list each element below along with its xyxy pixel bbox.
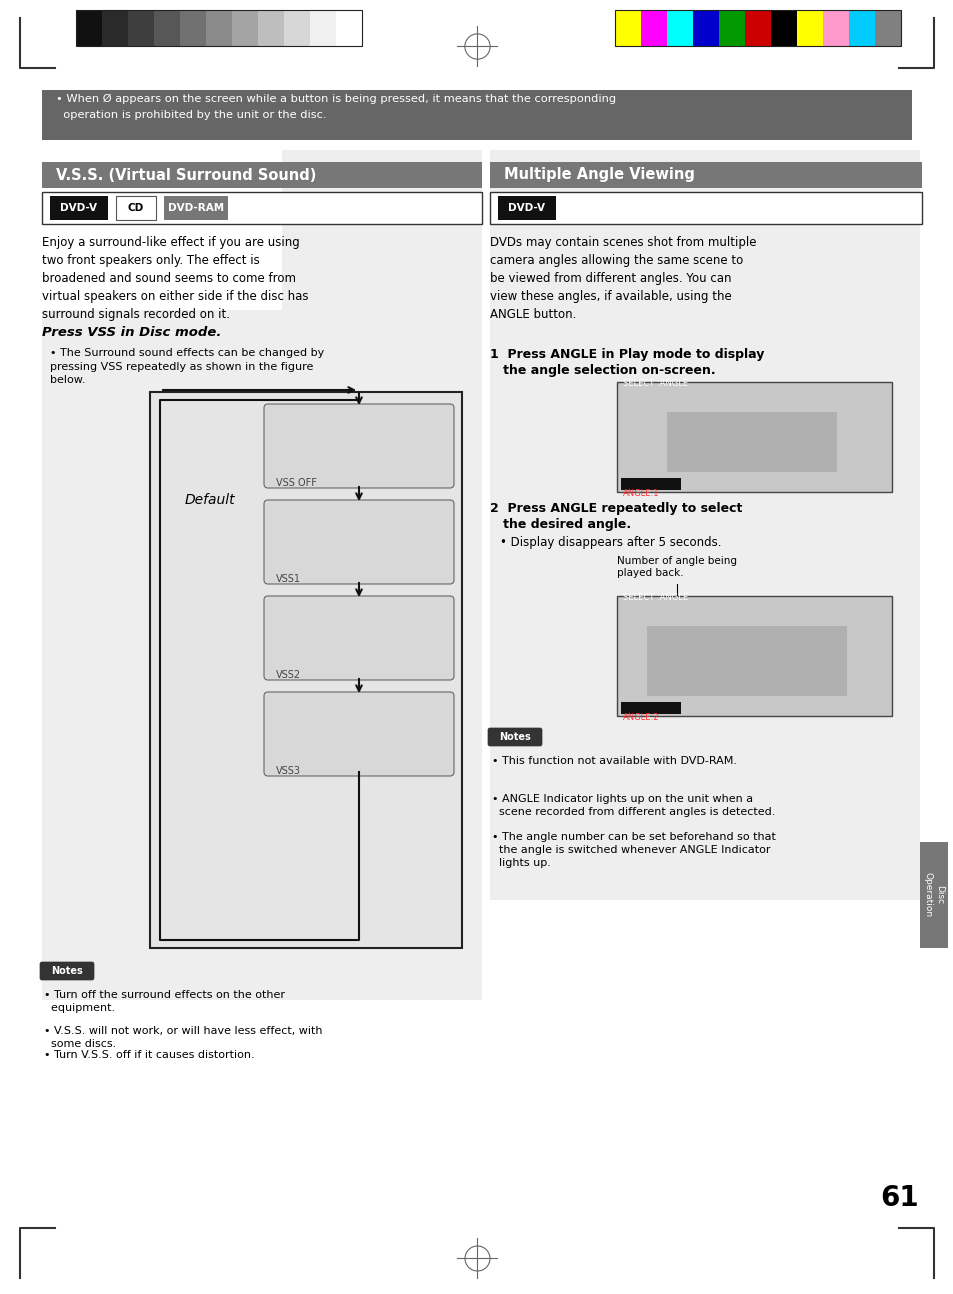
Bar: [744, 10, 770, 47]
Bar: [335, 10, 361, 47]
Bar: [232, 10, 257, 47]
Bar: [102, 10, 128, 47]
Text: Notes: Notes: [498, 732, 530, 741]
Text: • This function not available with DVD-RAM.: • This function not available with DVD-R…: [492, 756, 737, 766]
Bar: [770, 10, 796, 47]
Bar: [666, 10, 692, 47]
Bar: [490, 162, 921, 188]
Bar: [257, 10, 284, 47]
Bar: [620, 477, 680, 490]
Text: • The Surround sound effects can be changed by
pressing VSS repeatedly as shown : • The Surround sound effects can be chan…: [50, 348, 324, 386]
Text: SELECT :ANGLE: SELECT :ANGLE: [622, 593, 687, 602]
Bar: [284, 10, 310, 47]
Text: operation is prohibited by the unit or the disc.: operation is prohibited by the unit or t…: [56, 110, 326, 120]
Bar: [42, 150, 282, 311]
Bar: [76, 10, 102, 47]
Bar: [42, 150, 481, 1000]
Bar: [310, 10, 335, 47]
Text: DVDs may contain scenes shot from multiple
camera angles allowing the same scene: DVDs may contain scenes shot from multip…: [490, 236, 756, 321]
Text: VSS OFF: VSS OFF: [275, 477, 316, 488]
Bar: [666, 411, 836, 472]
Bar: [42, 162, 481, 188]
Bar: [919, 842, 947, 949]
Bar: [848, 10, 874, 47]
FancyBboxPatch shape: [264, 499, 454, 584]
Bar: [42, 192, 481, 224]
Text: 61: 61: [880, 1184, 919, 1212]
Text: VSS2: VSS2: [275, 670, 301, 681]
Bar: [640, 10, 666, 47]
Text: • ANGLE Indicator lights up on the unit when a
  scene recorded from different a: • ANGLE Indicator lights up on the unit …: [492, 795, 775, 818]
Bar: [490, 192, 921, 224]
Bar: [615, 10, 900, 47]
Text: • When Ø appears on the screen while a button is being pressed, it means that th: • When Ø appears on the screen while a b…: [56, 94, 616, 105]
Bar: [153, 10, 180, 47]
Bar: [617, 382, 891, 492]
Text: DVD-V: DVD-V: [508, 203, 545, 214]
Text: 1  Press ANGLE in Play mode to display: 1 Press ANGLE in Play mode to display: [490, 348, 763, 361]
Bar: [692, 10, 719, 47]
Bar: [206, 10, 232, 47]
Text: DVD-V: DVD-V: [60, 203, 97, 214]
Bar: [497, 195, 556, 220]
FancyBboxPatch shape: [264, 597, 454, 681]
Bar: [42, 91, 911, 140]
Bar: [128, 10, 153, 47]
FancyBboxPatch shape: [40, 961, 94, 980]
Text: Number of angle being
played back.: Number of angle being played back.: [617, 556, 737, 578]
Bar: [617, 597, 891, 716]
Text: Default: Default: [185, 493, 235, 507]
Bar: [116, 195, 156, 220]
Text: • V.S.S. will not work, or will have less effect, with
  some discs.: • V.S.S. will not work, or will have les…: [44, 1026, 322, 1049]
Bar: [180, 10, 206, 47]
FancyBboxPatch shape: [488, 729, 541, 747]
Text: Enjoy a surround-like effect if you are using
two front speakers only. The effec: Enjoy a surround-like effect if you are …: [42, 236, 308, 321]
FancyBboxPatch shape: [264, 692, 454, 776]
Bar: [646, 626, 846, 696]
Text: ANGLE:2: ANGLE:2: [622, 713, 659, 722]
Bar: [874, 10, 900, 47]
Text: SELECT :ANGLE: SELECT :ANGLE: [622, 379, 687, 388]
Text: • Turn V.S.S. off if it causes distortion.: • Turn V.S.S. off if it causes distortio…: [44, 1049, 254, 1060]
Text: • Display disappears after 5 seconds.: • Display disappears after 5 seconds.: [499, 536, 720, 549]
Bar: [76, 10, 361, 47]
Text: VSS1: VSS1: [275, 575, 301, 584]
Bar: [796, 10, 822, 47]
Bar: [150, 392, 461, 949]
Text: Disc
Operation: Disc Operation: [923, 872, 943, 917]
Text: Press VSS in Disc mode.: Press VSS in Disc mode.: [42, 326, 221, 339]
Text: the desired angle.: the desired angle.: [490, 518, 631, 531]
Bar: [719, 10, 744, 47]
Bar: [620, 703, 680, 714]
Text: VSS3: VSS3: [275, 766, 301, 776]
Bar: [615, 10, 640, 47]
Text: the angle selection on-screen.: the angle selection on-screen.: [490, 364, 715, 377]
Text: DVD-RAM: DVD-RAM: [168, 203, 224, 214]
Text: Notes: Notes: [51, 967, 83, 976]
Bar: [50, 195, 108, 220]
Text: • Turn off the surround effects on the other
  equipment.: • Turn off the surround effects on the o…: [44, 990, 285, 1013]
Text: ANGLE:1: ANGLE:1: [622, 489, 659, 498]
Text: • The angle number can be set beforehand so that
  the angle is switched wheneve: • The angle number can be set beforehand…: [492, 832, 775, 868]
Text: V.S.S. (Virtual Surround Sound): V.S.S. (Virtual Surround Sound): [56, 167, 316, 182]
Text: CD: CD: [128, 203, 144, 214]
Bar: [822, 10, 848, 47]
Text: 2  Press ANGLE repeatedly to select: 2 Press ANGLE repeatedly to select: [490, 502, 741, 515]
FancyBboxPatch shape: [264, 404, 454, 488]
Text: Multiple Angle Viewing: Multiple Angle Viewing: [503, 167, 694, 182]
Bar: [490, 150, 919, 901]
Bar: [164, 195, 228, 220]
